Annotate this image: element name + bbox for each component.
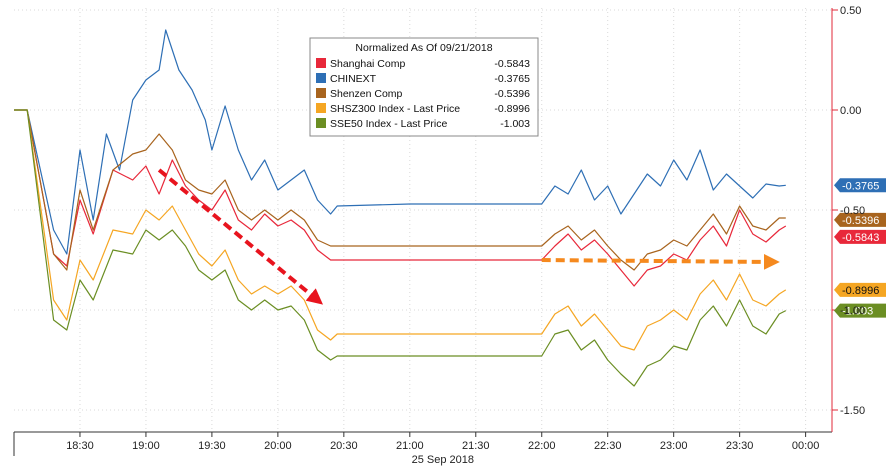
y-tick-label: 0.00 (840, 105, 861, 117)
x-tick-label: 22:30 (594, 440, 622, 452)
y-tick-label: 0.50 (840, 5, 861, 17)
legend-entry-name: SSE50 Index - Last Price (330, 118, 447, 130)
value-tag-label: -0.5843 (842, 232, 879, 244)
x-tick-label: 21:00 (396, 440, 424, 452)
legend-box (309, 37, 539, 137)
annotation-arrows (157, 168, 780, 305)
legend-entry-value: -1.003 (500, 118, 530, 130)
value-tag (834, 212, 886, 227)
legend-swatch (316, 103, 326, 113)
value-tag (834, 229, 886, 244)
series-line (14, 29, 786, 255)
annotation-arrow (157, 168, 324, 305)
x-tick-label: 00:00 (792, 440, 820, 452)
legend-swatch (316, 73, 326, 83)
series-line (14, 109, 787, 351)
y-tick-label: -1.50 (840, 405, 865, 417)
legend-entry-name: CHINEXT (330, 73, 377, 85)
value-tag (834, 282, 886, 297)
x-tick-label: 19:00 (132, 440, 160, 452)
x-tick-label: 20:00 (264, 440, 292, 452)
legend-entry-name: SHSZ300 Index - Last Price (330, 103, 460, 115)
value-tag (834, 303, 886, 318)
x-tick-label: 22:00 (528, 440, 556, 452)
value-tag-label: -0.5396 (842, 215, 879, 227)
value-tag-label: -0.8996 (842, 285, 879, 297)
x-tick-label: 23:30 (726, 440, 754, 452)
series-line (14, 109, 786, 271)
legend-swatch (316, 118, 326, 128)
series-lines (14, 29, 787, 387)
legend-entry-name: Shenzen Comp (330, 88, 403, 100)
x-axis-label: 25 Sep 2018 (412, 454, 474, 466)
legend-entry-value: -0.3765 (494, 73, 530, 85)
value-tag-label: -1.003 (842, 306, 873, 318)
value-tag-label: -0.3765 (842, 180, 879, 192)
legend: Normalized As Of 09/21/2018 Shanghai Comp… (309, 37, 539, 137)
legend-entry-value: -0.8996 (494, 103, 530, 115)
y-tick-label: -0.50 (840, 205, 865, 217)
legend-entry-value: -0.5396 (494, 88, 530, 100)
legend-swatch (316, 88, 326, 98)
y-tick-label: -1.00 (840, 305, 865, 317)
tick-labels: 0.50 0.00 -0.50 -1.00 -1.50 18:30 19:00 19:30 20… (66, 5, 865, 466)
value-tag (834, 178, 886, 193)
x-tick-label: 18:30 (66, 440, 94, 452)
legend-swatch (316, 58, 326, 68)
x-tick-label: 20:30 (330, 440, 358, 452)
legend-entry-value: -0.5843 (494, 58, 530, 70)
value-tags: -1.003 -0.8996 -0.5843 -0.3765 -0.5396 (834, 178, 886, 318)
x-tick-label: 19:30 (198, 440, 226, 452)
x-tick-label: 21:30 (462, 440, 490, 452)
series-line (14, 109, 787, 287)
annotation-arrow (541, 253, 780, 270)
series-line (14, 109, 787, 387)
legend-title: Normalized As Of 09/21/2018 (355, 42, 492, 54)
legend-entry-name: Shanghai Comp (330, 58, 405, 70)
x-tick-label: 23:00 (660, 440, 688, 452)
